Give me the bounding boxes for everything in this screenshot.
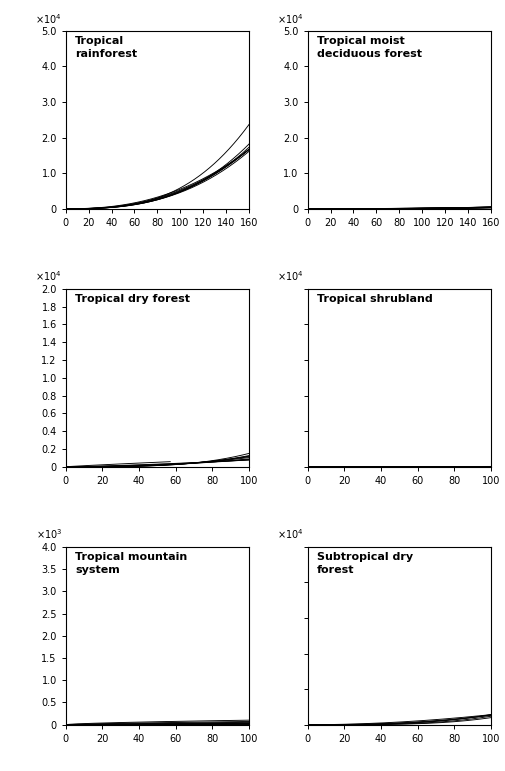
Text: Tropical shrubland: Tropical shrubland bbox=[316, 295, 432, 305]
Text: $\times10^{3}$: $\times10^{3}$ bbox=[35, 527, 62, 541]
Text: $\times10^{4}$: $\times10^{4}$ bbox=[277, 12, 304, 25]
Text: Tropical dry forest: Tropical dry forest bbox=[75, 295, 189, 305]
Text: Tropical moist
deciduous forest: Tropical moist deciduous forest bbox=[316, 36, 421, 59]
Text: Tropical mountain
system: Tropical mountain system bbox=[75, 552, 187, 574]
Text: $\times10^{4}$: $\times10^{4}$ bbox=[277, 527, 304, 541]
Text: $\times10^{4}$: $\times10^{4}$ bbox=[277, 270, 304, 284]
Text: $\times10^{4}$: $\times10^{4}$ bbox=[35, 12, 62, 25]
Text: Subtropical dry
forest: Subtropical dry forest bbox=[316, 552, 412, 574]
Text: Tropical
rainforest: Tropical rainforest bbox=[75, 36, 137, 59]
Text: $\times10^{4}$: $\times10^{4}$ bbox=[35, 270, 62, 284]
